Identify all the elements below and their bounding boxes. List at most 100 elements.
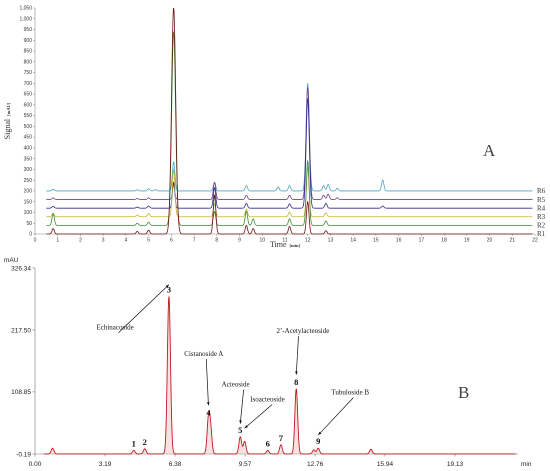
panel-a-x-tick-label: 6 — [170, 238, 173, 244]
panel-a-y-axis-title: Signal [mAU] — [3, 102, 12, 139]
panel-b-trace-fill — [43, 296, 516, 454]
panel-b-y-tick-label: -0.19 — [16, 451, 31, 458]
panel-b-compound-arrowhead — [244, 425, 248, 429]
panel-a-y-tick-label: 1,050 — [19, 6, 32, 12]
panel-b-compound-arrow — [295, 336, 299, 375]
panel-b-x-tick-label: 19.13 — [447, 461, 464, 468]
panel-a-x-tick-label: 18 — [441, 238, 447, 244]
panel-a-x-tick-label: 1 — [56, 238, 59, 244]
panel-b-xlabel: min — [521, 461, 532, 468]
panel-b-y-tick-label: 326.34 — [11, 265, 31, 272]
panel-a-x-tick-label: 9 — [238, 238, 241, 244]
panel-b-peak-number: 9 — [316, 436, 320, 446]
panel-a-x-tick-label: 20 — [487, 238, 493, 244]
panel-b-trace-line — [43, 296, 516, 455]
panel-a-x-tick-label: 3 — [102, 238, 105, 244]
panel-a-series-line — [46, 7, 533, 235]
panel-a-x-tick-label: 19 — [464, 238, 470, 244]
panel-a-series-line — [46, 83, 533, 192]
panel-a-y-tick-label: 1,000 — [19, 16, 32, 22]
panel-a-x-tick-label: 5 — [147, 238, 150, 244]
panel-b-compound-annotations: Echinacoside Cistanoside A ActeosideIsoact… — [96, 284, 369, 436]
panel-a-series-line — [46, 87, 533, 200]
panel-b-compound-arrow — [205, 358, 209, 406]
panel-a-x-tick-label: 12 — [305, 238, 311, 244]
panel-b-compound-arrow — [239, 389, 244, 424]
panel-a-series-line — [46, 165, 533, 218]
panel-b-compound-arrowhead — [206, 402, 210, 406]
panel-a: 0 1 2 3 4 5 6 7 8 9 10 11 12 13 14 15 16 17 18 19 20 21 22 050… — [3, 6, 546, 249]
panel-a-x-tick-label: 16 — [396, 238, 402, 244]
panel-a-x-tick-label: 15 — [373, 238, 379, 244]
panel-b-compound-arrowhead — [295, 371, 298, 375]
panel-b-peak-number: 2 — [143, 437, 147, 447]
panel-b-y-tick-label: 217.50 — [11, 327, 31, 334]
panel-b-compound-label: Tubuloside B — [331, 389, 369, 397]
panel-a-y-tick-label: 650 — [24, 92, 33, 98]
panel-b-y-tick-label: 108.85 — [11, 389, 31, 396]
panel-a-x-tick-label: 17 — [419, 238, 425, 244]
panel-a-series-label: R1 — [537, 230, 546, 238]
panel-a-y-tick-label: 200 — [24, 189, 33, 195]
panel-b-x-tick-label: 6.38 — [169, 461, 182, 468]
panel-b-compound-label: Cistanoside A — [184, 350, 223, 358]
panel-b-compound-label: Acteoside — [222, 381, 250, 389]
panel-a-series-label: R5 — [537, 196, 546, 204]
panel-a-series-line — [46, 31, 533, 226]
panel-a-y-tick-label: 600 — [24, 102, 33, 108]
panel-a-y-tick-label: 450 — [24, 135, 33, 141]
panel-a-y-tick-label: 900 — [24, 38, 33, 44]
panel-a-x-tick-label: 0 — [34, 238, 37, 244]
panel-a-series-label: R2 — [537, 222, 546, 230]
panel-a-x-tick-label: 11 — [282, 238, 287, 244]
panel-b-compound-arrowhead — [318, 431, 322, 436]
panel-a-x-tick-label: 2 — [79, 238, 82, 244]
panel-a-label: A — [483, 141, 496, 160]
panel-b-x-ticks: 0.00 3.19 6.38 9.57 12.76 15.94 19.13 — [29, 454, 464, 468]
panel-a-y-tick-label: 250 — [24, 178, 33, 184]
panel-b-trace — [43, 296, 516, 455]
panel-a-series-label: R3 — [537, 213, 546, 221]
panel-a-y-tick-label: 350 — [24, 156, 33, 162]
panel-b: 0.00 3.19 6.38 9.57 12.76 15.94 19.13 -0.19 108… — [4, 257, 532, 468]
panel-a-y-tick-label: 800 — [24, 59, 33, 65]
panel-a-x-tick-label: 4 — [125, 238, 128, 244]
panel-a-y-tick-label: 950 — [24, 27, 33, 33]
panel-b-compound-arrow — [317, 397, 354, 436]
panel-b-compound-label: 2’-Acetylacteoside — [277, 327, 330, 335]
panel-a-series-label: R6 — [537, 187, 546, 195]
panel-a-y-tick-label: 700 — [24, 81, 33, 87]
panel-a-y-tick-label: 550 — [24, 113, 33, 119]
panel-a-x-ticks: 0 1 2 3 4 5 6 7 8 9 10 11 12 13 14 15 16 17 18 19 20 21 22 — [34, 234, 538, 244]
panel-a-x-tick-label: 21 — [509, 238, 515, 244]
panel-a-y-tick-label: 100 — [24, 210, 33, 216]
panel-a-x-tick-label: 8 — [215, 238, 218, 244]
panel-a-x-axis-title: Time [min] — [270, 240, 301, 249]
panel-b-compound-label: Echinacoside — [96, 324, 133, 332]
panel-a-xunit: [min] — [290, 243, 301, 248]
panel-b-y-ticks: -0.19 108.85 217.50 326.34 — [11, 265, 35, 458]
panel-a-y-ticks: 0 50 100 150 200 250 300 350 400 450 500 550 600 650 7… — [19, 6, 35, 238]
panel-b-compound-arrowhead — [165, 284, 169, 288]
panel-b-compound-label: Isoacteoside — [250, 395, 285, 403]
panel-a-x-tick-label: 22 — [532, 238, 538, 244]
panel-b-peak-number: 6 — [266, 438, 270, 448]
panel-b-compound-arrow — [118, 284, 170, 333]
panel-b-peak-number: 4 — [206, 408, 211, 418]
panel-b-peak-numbers: 1 2 3 4 5 67 8 9 — [132, 285, 321, 449]
panel-a-x-tick-label: 14 — [350, 238, 356, 244]
panel-a-y-tick-label: 400 — [24, 146, 33, 152]
panel-a-y-tick-label: 0 — [29, 232, 32, 238]
panel-a-ylabel: Signal — [3, 118, 12, 139]
panel-b-peak-number: 5 — [238, 425, 242, 435]
panel-a-y-tick-label: 150 — [24, 199, 33, 205]
panel-b-peak-number: 1 — [132, 438, 136, 448]
panel-b-compound-arrowhead — [239, 420, 242, 424]
panel-b-peak-number: 7 — [279, 433, 284, 443]
panel-a-y-tick-label: 500 — [24, 124, 33, 130]
panel-a-y-tick-label: 850 — [24, 49, 33, 55]
panel-b-ylabel: mAU — [4, 257, 19, 264]
panel-b-x-tick-label: 3.19 — [99, 461, 112, 468]
panel-a-series — [46, 7, 533, 235]
